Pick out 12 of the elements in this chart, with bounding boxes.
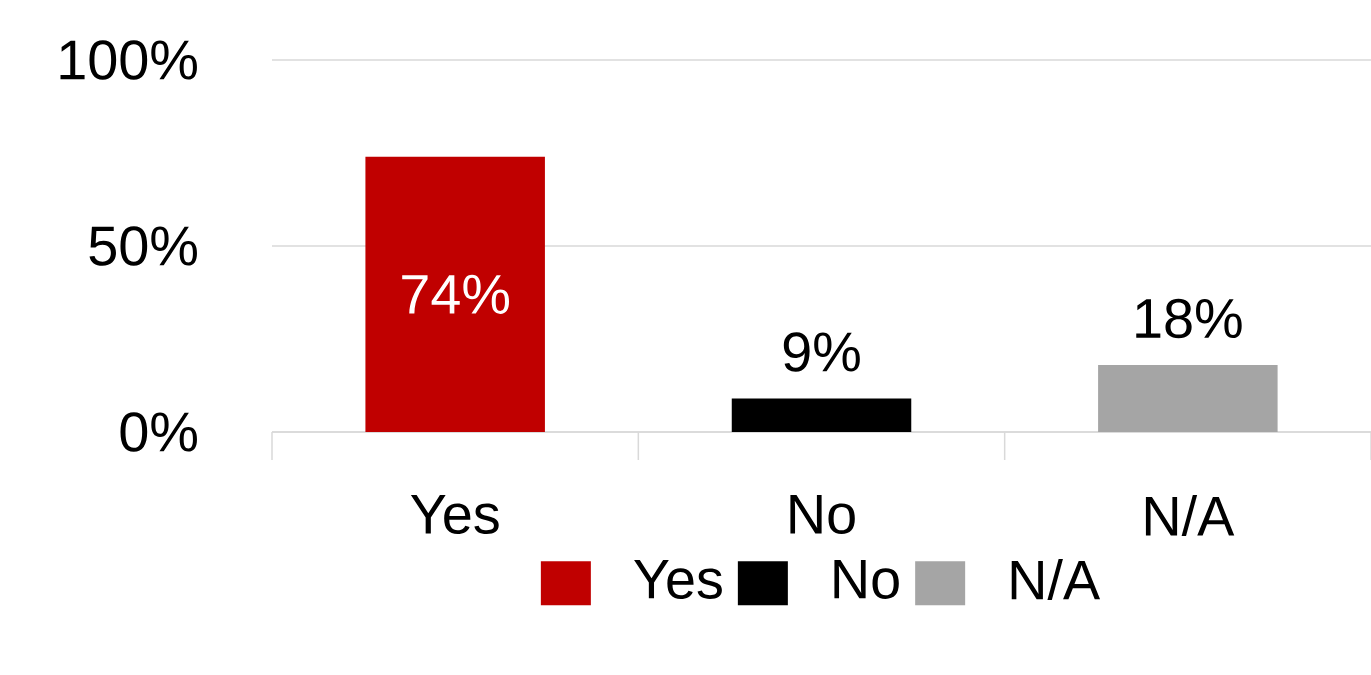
data-label: 74% bbox=[402, 274, 509, 314]
legend-label: No bbox=[834, 559, 899, 599]
legend-label: N/A bbox=[1011, 558, 1101, 600]
legend-label: Yes bbox=[634, 559, 722, 599]
y-tick-label: 50% bbox=[89, 226, 197, 266]
y-tick-label: 0% bbox=[120, 412, 197, 452]
x-tick-label: N/A bbox=[1145, 495, 1235, 537]
x-tick-label: Yes bbox=[410, 495, 499, 534]
data-label: 18% bbox=[1136, 298, 1242, 339]
data-label: 9% bbox=[783, 332, 860, 372]
y-tick-label: 100% bbox=[60, 40, 197, 80]
x-tick-label: No bbox=[790, 495, 855, 534]
